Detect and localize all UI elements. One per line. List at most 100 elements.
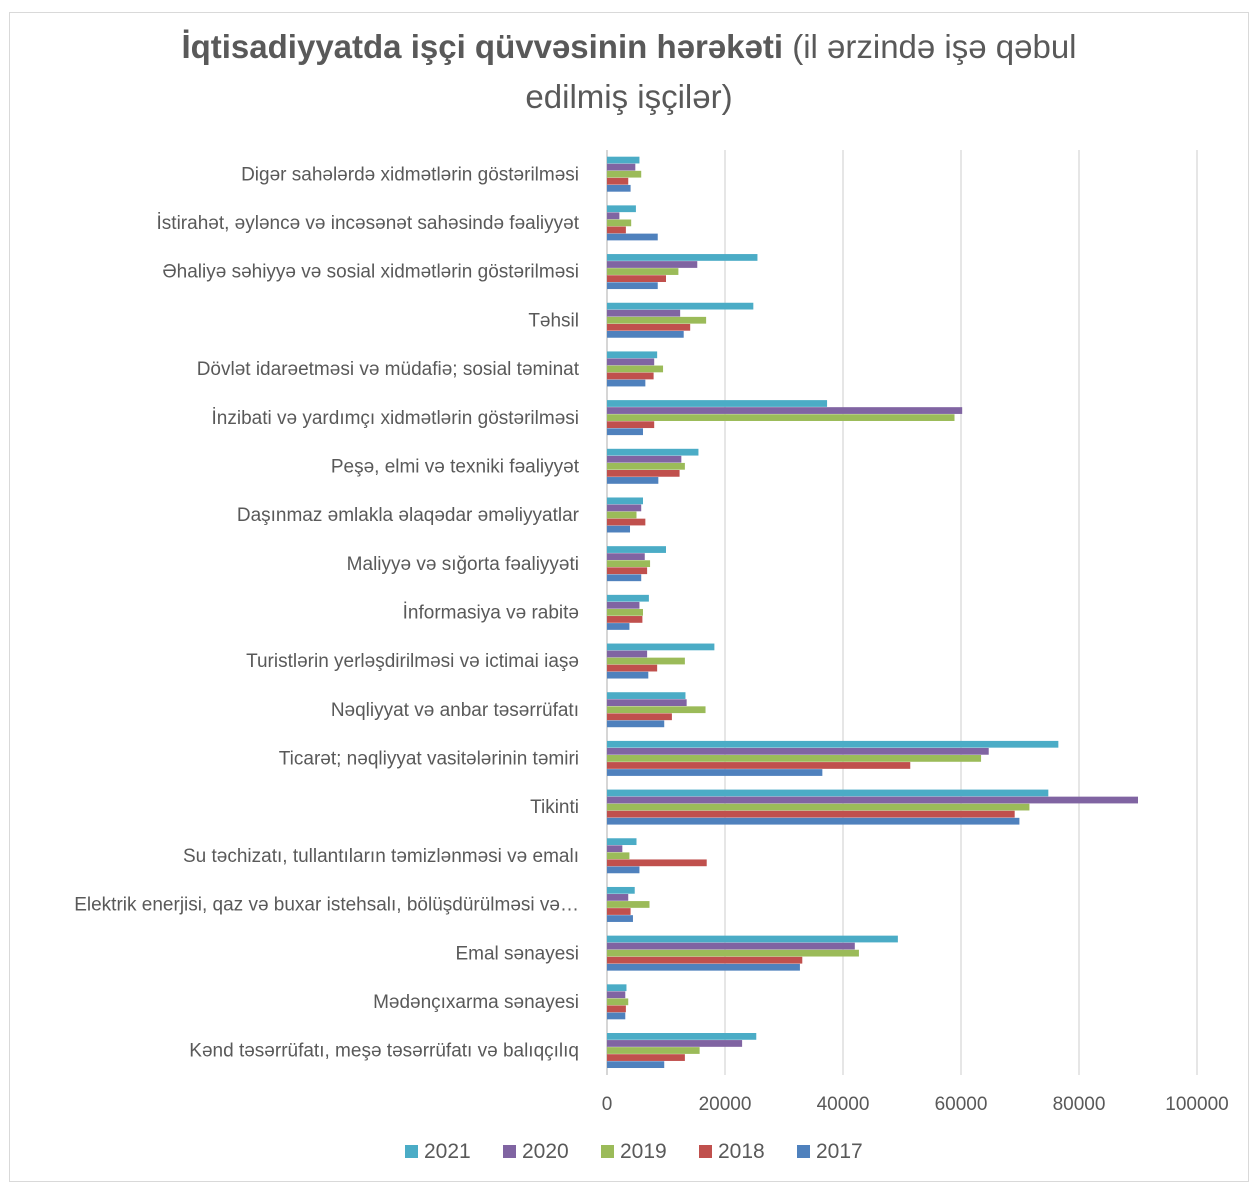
bar-2021-0: [607, 156, 640, 164]
bar-2018-15: [607, 908, 631, 915]
bar-2018-6: [607, 469, 680, 477]
bar-2018-17: [607, 1005, 626, 1013]
bar-2021-13: [607, 789, 1049, 797]
bar-2021-5: [607, 400, 828, 407]
chart-title: İqtisadiyyatda işçi qüvvəsinin hərəkəti …: [0, 22, 1258, 122]
bar-2020-17: [607, 991, 626, 999]
chart-title-rest-line1: (il ərzində işə qəbul: [783, 28, 1077, 65]
bar-2017-3: [607, 330, 684, 338]
bar-2020-6: [607, 455, 682, 463]
bar-2021-15: [607, 886, 635, 894]
bar-2020-0: [607, 163, 636, 171]
x-tick-label: 80000: [1053, 1094, 1106, 1115]
bar-2017-5: [607, 428, 643, 436]
bar-2021-6: [607, 448, 699, 456]
legend-label-2020: 2020: [522, 1140, 569, 1163]
bar-2021-11: [607, 692, 686, 699]
bar-2017-9: [607, 623, 630, 630]
bar-2021-2: [607, 254, 758, 261]
legend-label-2021: 2021: [424, 1140, 471, 1163]
category-label: İstirahət, əyləncə və incəsənət sahəsind…: [157, 213, 580, 234]
legend-label-2018: 2018: [718, 1140, 765, 1163]
bar-2020-1: [607, 212, 620, 220]
bar-2020-13: [607, 796, 1138, 804]
bar-2021-9: [607, 594, 649, 602]
bar-2017-14: [607, 866, 640, 874]
bar-2017-1: [607, 233, 658, 241]
bar-2021-4: [607, 351, 658, 359]
x-tick-label: 100000: [1165, 1094, 1228, 1115]
bar-2021-1: [607, 205, 636, 213]
bar-2017-4: [607, 379, 646, 387]
bar-2019-0: [607, 170, 642, 178]
bar-2019-1: [607, 219, 632, 227]
bar-2017-17: [607, 1012, 626, 1020]
bar-2019-11: [607, 706, 706, 714]
bar-2019-12: [607, 755, 982, 762]
bar-2020-12: [607, 747, 989, 755]
bar-2017-12: [607, 769, 823, 776]
category-label: Elektrik enerjisi, qaz və buxar istehsal…: [74, 895, 579, 916]
category-label: Əhaliyə səhiyyə və sosial xidmətlərin gö…: [162, 262, 579, 283]
bar-2021-7: [607, 497, 643, 505]
category-label: Daşınmaz əmlakla əlaqədar əməliyyatlar: [237, 505, 580, 526]
bar-2018-3: [607, 323, 691, 331]
bar-2018-1: [607, 226, 626, 234]
bar-2017-8: [607, 574, 642, 582]
bar-2017-13: [607, 817, 1020, 825]
x-tick-label: 20000: [699, 1094, 752, 1115]
bar-2020-15: [607, 894, 629, 901]
x-tick-label: 60000: [935, 1094, 988, 1115]
category-label: Su təchizatı, tullantıların təmizlənməsi…: [183, 846, 579, 867]
bar-2021-16: [607, 935, 898, 943]
category-label: Nəqliyyat və anbar təsərrüfatı: [331, 700, 579, 721]
category-label: Emal sənayesi: [455, 943, 579, 964]
bar-2018-7: [607, 518, 646, 526]
bar-2019-5: [607, 414, 955, 421]
bar-2021-14: [607, 838, 637, 846]
category-label: Turistlərin yerləşdirilməsi və ictimai i…: [246, 651, 579, 672]
bar-2019-10: [607, 657, 685, 665]
bar-2021-18: [607, 1033, 757, 1040]
bar-2019-15: [607, 901, 650, 908]
legend-label-2017: 2017: [816, 1140, 863, 1163]
category-label: Peşə, elmi və texniki fəaliyyət: [331, 456, 580, 477]
chart-title-bold: İqtisadiyyatda işçi qüvvəsinin hərəkəti: [181, 28, 784, 65]
bar-2019-3: [607, 316, 707, 324]
category-label: Digər sahələrdə xidmətlərin göstərilməsi: [241, 164, 579, 185]
category-label: Tikinti: [530, 797, 579, 818]
x-tick-label: 40000: [817, 1094, 870, 1115]
x-tick-label: 0: [602, 1094, 613, 1115]
bar-2019-8: [607, 560, 651, 568]
bar-2018-16: [607, 956, 803, 964]
category-label: İnformasiya və rabitə: [403, 603, 579, 624]
category-label: Maliyyə və sığorta fəaliyyəti: [347, 554, 579, 575]
bar-2020-9: [607, 601, 640, 609]
bar-2021-10: [607, 643, 715, 651]
bar-2019-14: [607, 852, 630, 860]
bar-2017-6: [607, 477, 659, 484]
bar-2017-2: [607, 282, 658, 290]
bar-2018-0: [607, 177, 629, 185]
bar-2019-6: [607, 462, 685, 470]
bar-2020-7: [607, 504, 642, 512]
bar-2020-2: [607, 261, 698, 268]
bar-2019-9: [607, 608, 643, 616]
category-label: Ticarət; nəqliyyat vasitələrinin təmiri: [279, 749, 579, 770]
bar-2017-11: [607, 720, 665, 728]
category-label: Təhsil: [528, 310, 579, 331]
category-label: İnzibati və yardımçı xidmətlərin göstəri…: [212, 408, 579, 429]
bar-2018-14: [607, 859, 707, 867]
bar-2017-0: [607, 184, 631, 192]
bar-2018-10: [607, 664, 658, 672]
bar-2020-10: [607, 650, 648, 658]
bar-2017-7: [607, 525, 631, 533]
legend-swatch-2018: [699, 1145, 712, 1158]
bar-2018-11: [607, 713, 672, 721]
category-label: Kənd təsərrüfatı, meşə təsərrüfatı və ba…: [189, 1041, 579, 1062]
bar-2020-5: [607, 407, 963, 414]
bar-2021-3: [607, 302, 754, 310]
category-label: Dövlət idarəetməsi və müdafiə; sosial tə…: [197, 359, 580, 380]
bar-2017-16: [607, 963, 800, 971]
